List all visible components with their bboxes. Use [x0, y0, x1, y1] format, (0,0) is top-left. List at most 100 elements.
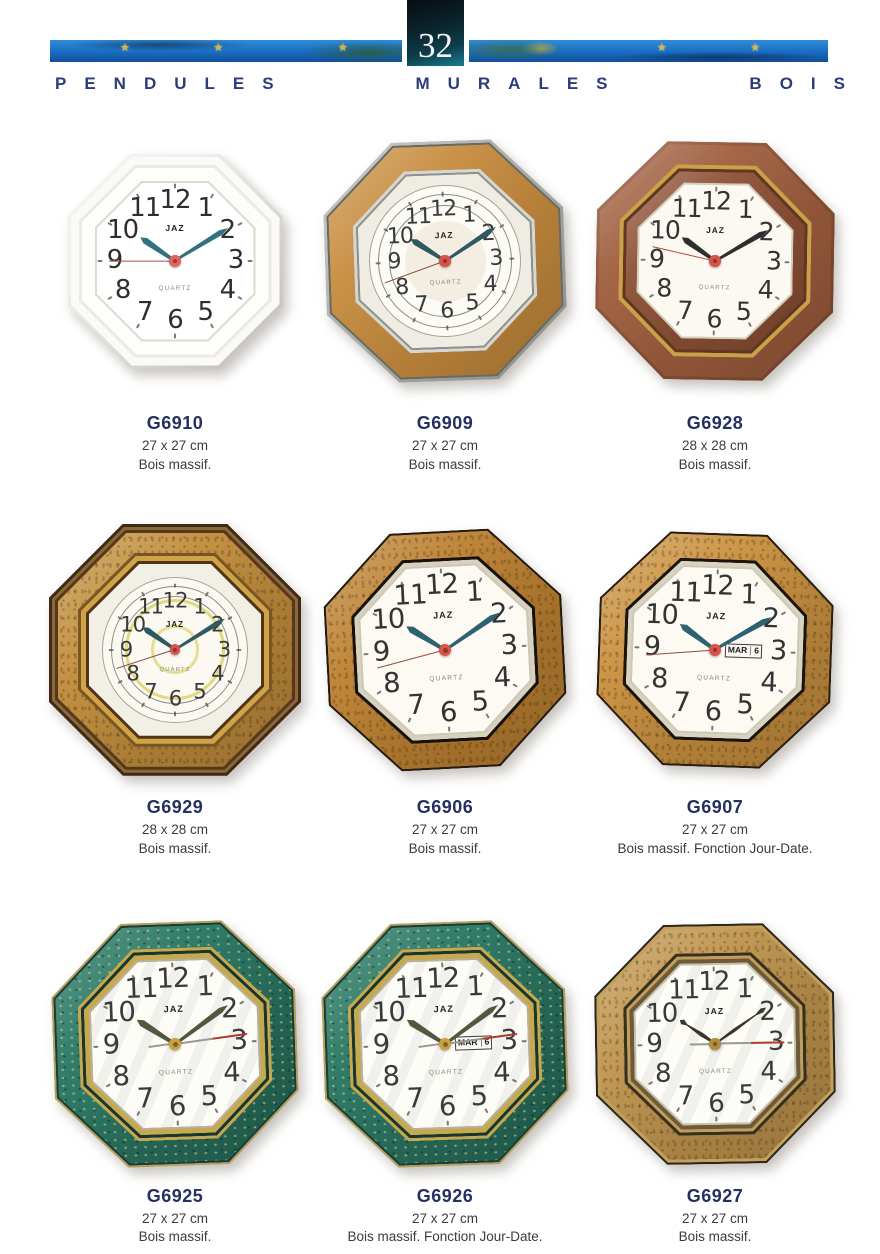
quartz-label: QUARTZ	[158, 1067, 194, 1077]
star-icon	[338, 43, 348, 54]
hour-tick	[376, 690, 382, 695]
hour-tick	[441, 191, 444, 197]
numeral-9: 9	[106, 244, 124, 275]
hour-tick	[715, 186, 717, 191]
hour-tick	[774, 296, 779, 300]
product-code: G6928	[686, 413, 744, 433]
numeral-11: 11	[667, 974, 700, 1006]
hour-tick	[508, 605, 514, 610]
hour-tick	[375, 1083, 381, 1088]
hour-tick	[94, 1045, 99, 1047]
product-size: 27 x 27 cm	[411, 438, 479, 453]
jaz-logo: JAZ	[704, 1005, 725, 1016]
gold-ring-inner	[150, 625, 200, 675]
product-desc: Bois massif.	[408, 456, 482, 472]
jaz-logo: JAZ	[433, 1003, 455, 1015]
numeral-6: 6	[438, 1090, 456, 1122]
product-grid: 1 2 3 4 5 6 7 8 9 10 11 12 JAZ QUARTZ G6910 27 x 27 cm B…	[0, 104, 880, 1247]
numeral-3: 3	[488, 245, 503, 271]
hour-tick	[521, 1040, 526, 1042]
hour-tick	[776, 224, 781, 228]
numeral-6: 6	[704, 695, 722, 728]
numeral-10: 10	[107, 214, 139, 245]
quartz-label: QUARTZ	[159, 667, 191, 674]
product-desc: Bois massif.	[138, 456, 212, 472]
product-size: 28 x 28 cm	[141, 821, 209, 837]
numeral-4: 4	[492, 1056, 511, 1089]
numeral-8: 8	[382, 667, 401, 700]
product-label: G6909 27 x 27 cm Bois massif.	[409, 413, 482, 475]
numeral-11: 11	[404, 203, 432, 230]
hour-tick	[174, 583, 176, 589]
hour-tick	[107, 296, 114, 301]
hour-tick	[637, 1044, 642, 1046]
numeral-12: 12	[429, 196, 457, 222]
hour-tick	[441, 962, 443, 967]
page-number-box: 32	[407, 0, 464, 66]
product-label: G6906 27 x 27 cm Bois massif.	[409, 797, 482, 859]
numeral-9: 9	[102, 1028, 120, 1061]
numeral-8: 8	[654, 1058, 671, 1089]
numeral-3: 3	[769, 634, 787, 667]
product-desc: Bois massif.	[408, 840, 482, 856]
numeral-8: 8	[111, 1060, 130, 1092]
numeral-7: 7	[136, 1082, 154, 1115]
product-desc: Bois massif. Fonction Jour-Date.	[617, 840, 813, 856]
hour-tick	[236, 648, 242, 651]
product-label: G6928 28 x 28 cm Bois massif.	[679, 413, 752, 475]
hour-tick	[785, 261, 790, 263]
numeral-7: 7	[677, 1080, 694, 1111]
hour-tick	[247, 260, 253, 262]
numeral-8: 8	[650, 662, 668, 694]
numeral-8: 8	[114, 275, 132, 306]
jaz-logo: JAZ	[706, 610, 727, 621]
hour-tick	[251, 1040, 256, 1042]
product-cell: 123456789101112JAZQUARTZG690927 x 27 cmB…	[310, 116, 580, 475]
star-icon	[213, 43, 223, 54]
numeral-7: 7	[137, 297, 154, 328]
numeral-9: 9	[372, 635, 391, 668]
numeral-9: 9	[372, 1028, 390, 1061]
product-label: G6926 27 x 27 cm Bois massif. Fonction Jou…	[347, 1186, 542, 1248]
product-cell: 123456789101112JAZQUARTZG690627 x 27 cmB…	[310, 510, 580, 859]
numeral-12: 12	[162, 587, 189, 613]
hour-tick	[749, 716, 753, 722]
hour-tick	[648, 1080, 653, 1084]
hour-tick	[108, 648, 114, 651]
hour-tick	[790, 651, 795, 653]
hour-tick	[509, 1000, 515, 1005]
minute-track-inner	[121, 595, 229, 704]
numeral-6: 6	[168, 685, 183, 711]
product-code: G6926	[416, 1185, 474, 1206]
day-date-window: MAR 6	[725, 643, 763, 658]
hub-dot	[172, 258, 178, 264]
clock-center-hub	[439, 255, 451, 267]
quartz-label: QUARTZ	[429, 278, 462, 287]
numeral-3: 3	[499, 629, 518, 662]
quartz-label: QUARTZ	[429, 673, 464, 683]
numeral-7: 7	[414, 292, 428, 318]
numeral-2: 2	[219, 214, 237, 245]
hour-tick	[777, 1003, 782, 1007]
jaz-logo: JAZ	[165, 619, 185, 629]
numeral-4: 4	[492, 661, 511, 694]
quartz-label: QUARTZ	[158, 284, 192, 292]
quartz-label: QUARTZ	[696, 673, 732, 682]
numeral-6: 6	[707, 1088, 725, 1119]
second-hand	[109, 260, 176, 262]
hour-tick	[364, 653, 369, 655]
numeral-5: 5	[197, 297, 214, 328]
hub-dot	[712, 647, 717, 652]
hub-dot	[442, 1041, 447, 1046]
jaz-logo: JAZ	[706, 224, 726, 235]
numeral-6: 6	[439, 696, 458, 729]
clock-center-hub	[709, 255, 721, 267]
